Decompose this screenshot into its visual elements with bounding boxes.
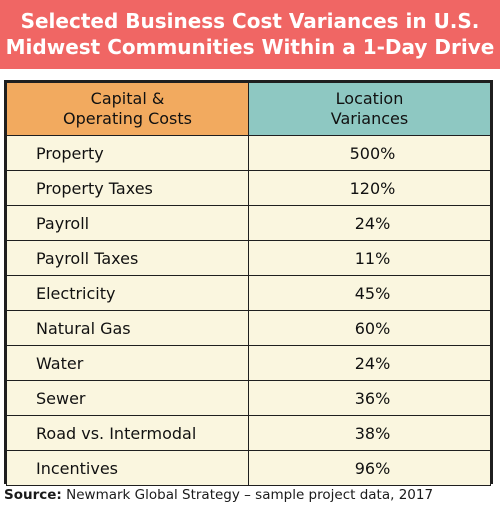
table-row: Sewer 36% <box>6 380 491 416</box>
table-row: Water 24% <box>6 345 491 381</box>
source-label: Source: <box>4 487 62 503</box>
table-row: Payroll Taxes 11% <box>6 240 491 276</box>
variance-cell: 24% <box>248 345 491 381</box>
variance-cell: 60% <box>248 310 491 346</box>
title-line-2: Midwest Communities Within a 1-Day Drive <box>5 35 495 59</box>
header-right-line-2: Variances <box>330 109 409 128</box>
category-cell: Payroll <box>6 205 249 241</box>
variance-cell: 500% <box>248 135 491 171</box>
table-row: Incentives 96% <box>6 450 491 486</box>
cost-variance-table: Capital & Operating Costs Location Varia… <box>4 80 493 486</box>
variance-cell: 45% <box>248 275 491 311</box>
category-cell: Sewer <box>6 380 249 416</box>
variance-cell: 24% <box>248 205 491 241</box>
header-left-line-2: Operating Costs <box>63 109 192 128</box>
variance-cell: 96% <box>248 450 491 486</box>
source-text: Newmark Global Strategy – sample project… <box>61 487 434 503</box>
header-right-line-1: Location <box>335 89 404 108</box>
header-location-variances: Location Variances <box>248 82 491 136</box>
header-capital-operating-costs: Capital & Operating Costs <box>6 82 249 136</box>
header-left-line-1: Capital & <box>90 89 165 108</box>
table-row: Road vs. Intermodal 38% <box>6 415 491 451</box>
category-cell: Property <box>6 135 249 171</box>
category-cell: Road vs. Intermodal <box>6 415 249 451</box>
category-cell: Water <box>6 345 249 381</box>
title-banner: Selected Business Cost Variances in U.S.… <box>0 0 500 69</box>
table-row: Property Taxes 120% <box>6 170 491 206</box>
table-row: Natural Gas 60% <box>6 310 491 346</box>
title-line-1: Selected Business Cost Variances in U.S. <box>20 9 480 33</box>
source-note: Source: Newmark Global Strategy – sample… <box>4 487 500 503</box>
category-cell: Payroll Taxes <box>6 240 249 276</box>
table-row: Payroll 24% <box>6 205 491 241</box>
table-header-row: Capital & Operating Costs Location Varia… <box>6 82 491 136</box>
variance-table: Capital & Operating Costs Location Varia… <box>6 82 491 486</box>
variance-cell: 36% <box>248 380 491 416</box>
variance-cell: 38% <box>248 415 491 451</box>
category-cell: Natural Gas <box>6 310 249 346</box>
category-cell: Property Taxes <box>6 170 249 206</box>
variance-cell: 11% <box>248 240 491 276</box>
variance-cell: 120% <box>248 170 491 206</box>
category-cell: Electricity <box>6 275 249 311</box>
table-row: Property 500% <box>6 135 491 171</box>
table-row: Electricity 45% <box>6 275 491 311</box>
category-cell: Incentives <box>6 450 249 486</box>
